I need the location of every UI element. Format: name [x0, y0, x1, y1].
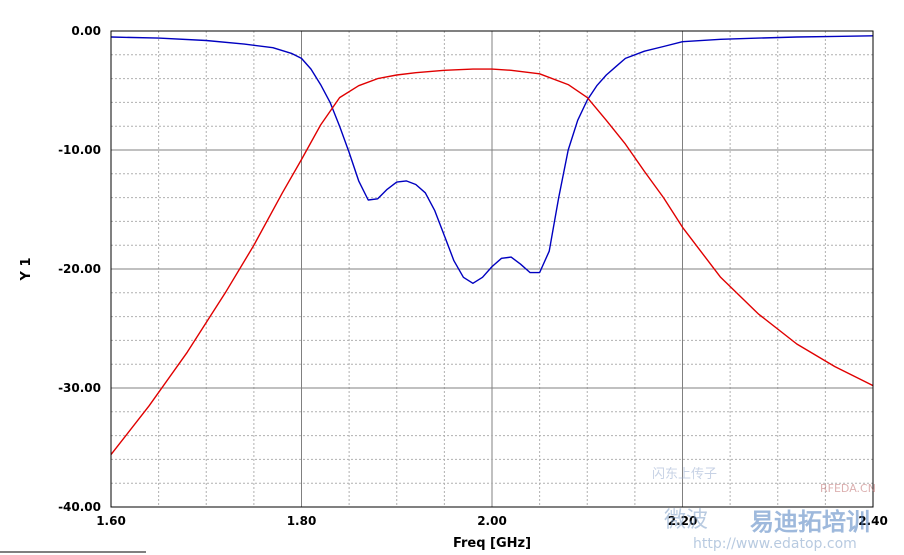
- x-tick-label: 2.00: [477, 514, 507, 528]
- series-line-2: [110, 68, 874, 456]
- x-tick-label: 2.40: [858, 514, 888, 528]
- y-tick-label: -30.00: [58, 381, 101, 395]
- x-tick-label: 2.20: [668, 514, 698, 528]
- plot-frame: [110, 30, 874, 508]
- x-axis-title: Freq [GHz]: [453, 536, 531, 551]
- grid: [111, 31, 873, 507]
- y-tick-label: -40.00: [58, 500, 101, 514]
- tick-labels: 1.60 1.80 2.00 2.20 2.40 0.00 -10.00 -20.00 -30.…: [58, 24, 888, 528]
- x-tick-label: 1.60: [96, 514, 126, 528]
- y-tick-label: -20.00: [58, 262, 101, 276]
- y-tick-label: 0.00: [71, 24, 101, 38]
- watermark-site: RFEDA.CN: [820, 482, 876, 495]
- watermark-brand: 微波: [664, 508, 708, 533]
- data-series: [110, 35, 874, 456]
- watermark-url: http://www.edatop.com: [693, 536, 857, 552]
- watermark: 闪东上传子 RFEDA.CN 微波 易迪拓培训 http://www.edato…: [652, 467, 876, 552]
- watermark-brand2: 易迪拓培训: [750, 508, 870, 536]
- watermark-line1: 闪东上传子: [652, 467, 717, 482]
- y-axis-title: Y 1: [19, 258, 34, 282]
- y-tick-label: -10.00: [58, 143, 101, 157]
- x-tick-label: 1.80: [287, 514, 317, 528]
- series-line-1: [110, 35, 874, 284]
